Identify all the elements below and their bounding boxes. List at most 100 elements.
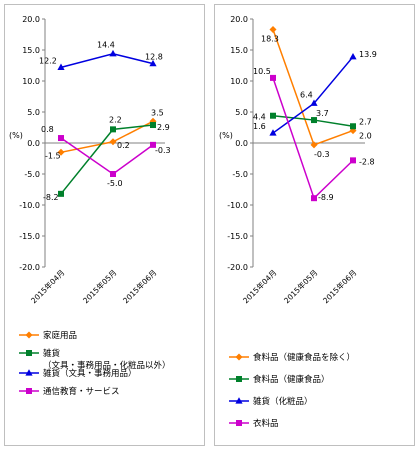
data-point [57,63,65,70]
legend-marker [236,420,242,426]
series-1: -1.5 0.2 3.5 [45,108,164,160]
right-chart-panel: 20.0 15.0 10.0 5.0 0.0 -5.0 -10.0 -15.0 -20.0 (%)… [214,4,415,446]
legend-label: 雑貨（化粧品） [253,396,313,407]
x-tick-label: 2015年04月 [240,267,278,305]
y-tick-label: 15.0 [230,46,248,55]
data-point [150,122,156,129]
data-label: 4.4 [253,113,266,122]
series-line [272,29,354,146]
series-2: 4.4 3.7 2.7 [253,109,372,130]
legend-item: 家庭用品 [19,330,77,341]
data-label: -0.3 [314,150,330,159]
data-point [270,112,276,119]
legend-label: 衣料品 [253,418,279,429]
legend-marker [236,376,242,382]
data-label: -8.2 [43,193,59,202]
data-label: 14.4 [97,41,115,50]
data-point [150,141,156,148]
y-tick-label: 20.0 [22,15,40,24]
y-axis-label: (%) [9,131,23,140]
data-label: -0.3 [155,146,171,155]
legend-item: 食料品（健康食品） [229,374,330,385]
legend-item: 雑貨（文具・事務用品・化粧品以外） [19,348,171,371]
legend-marker [26,350,32,356]
left-chart-panel: 20.0 15.0 10.0 5.0 0.0 -5.0 -10.0 -15.0 -20.0 (%)… [4,4,205,446]
data-label: 1.6 [253,122,266,131]
data-point [58,135,64,142]
y-tick-label: 5.0 [235,108,248,117]
data-point [270,74,276,81]
data-label: 12.2 [39,56,57,65]
series-3: 12.2 14.4 12.8 [39,41,163,70]
series-4: 10.5 -8.9 -2.8 [253,67,375,202]
x-tick-label: 2015年06月 [120,267,158,305]
data-label: 13.9 [359,50,377,59]
legend-item: 通信教育・サービス [19,386,120,397]
legend-label: 家庭用品 [43,330,77,341]
series-line [60,52,154,69]
y-axis-label: (%) [219,131,233,140]
series-3: 1.6 6.4 13.9 [253,50,377,136]
data-point [58,190,64,197]
data-point [269,26,277,34]
y-tick-label: -10.0 [227,201,248,210]
legend-item: 雑貨（文具・事務用品） [19,368,137,379]
series-line [272,77,354,200]
legend-marker [26,388,32,394]
right-line-chart: 20.0 15.0 10.0 5.0 0.0 -5.0 -10.0 -15.0 -20.0 (%)… [219,15,377,429]
legend-marker [235,397,243,404]
data-point [350,157,356,164]
data-point [350,123,356,130]
data-point [349,53,357,60]
x-tick-label: 2015年06月 [320,267,358,305]
data-label: 18.3 [261,35,279,44]
data-label: 12.8 [145,53,163,62]
data-point [110,171,116,177]
y-tick-label: -5.0 [232,170,248,179]
data-point [149,59,157,67]
left-line-chart: 20.0 15.0 10.0 5.0 0.0 -5.0 -10.0 -15.0 -20.0 (%)… [9,15,171,397]
legend-item: 衣料品 [229,418,279,429]
legend-label: 雑貨 [43,348,61,359]
data-label: 2.2 [109,115,122,124]
data-label: 10.5 [253,67,271,76]
series-4: 0.8 -5.0 -0.3 [41,125,171,188]
data-point [311,195,317,202]
y-tick-label: 0.0 [235,139,248,148]
data-label: -5.0 [107,179,123,188]
data-label: 2.0 [359,132,372,141]
data-point [269,129,277,136]
y-tick-label: -20.0 [19,263,40,272]
data-label: -1.5 [45,151,61,160]
data-point [109,49,117,57]
data-point [311,117,317,124]
legend-marker [235,353,243,361]
legend-label: 食料品（健康食品を除く） [253,352,355,363]
data-label: 0.8 [41,125,54,134]
series-2: -8.2 2.2 2.9 [43,115,170,201]
legend-label: 雑貨（文具・事務用品） [43,368,137,379]
legend-item: 雑貨（化粧品） [229,396,313,407]
legend-label: 食料品（健康食品） [253,374,330,385]
data-point [110,126,116,133]
data-point [57,148,65,156]
y-tick-label: 10.0 [22,77,40,86]
data-label: 3.7 [316,109,329,118]
data-point [109,138,117,146]
data-label: -2.8 [359,157,375,166]
x-tick-label: 2015年05月 [281,267,319,305]
data-label: 3.5 [151,108,164,117]
data-label: 0.2 [117,141,130,150]
data-label: -8.9 [318,193,334,202]
legend-item: 食料品（健康食品を除く） [229,352,355,363]
data-point [310,99,318,106]
y-tick-label: -15.0 [227,232,248,241]
y-tick-label: 5.0 [27,108,40,117]
series-1: 18.3 -0.3 2.0 [261,26,372,159]
y-tick-label: 10.0 [230,77,248,86]
data-label: 2.9 [157,123,170,132]
y-tick-label: 0.0 [27,139,40,148]
y-tick-label: 15.0 [22,46,40,55]
x-tick-label: 2015年05月 [80,267,118,305]
